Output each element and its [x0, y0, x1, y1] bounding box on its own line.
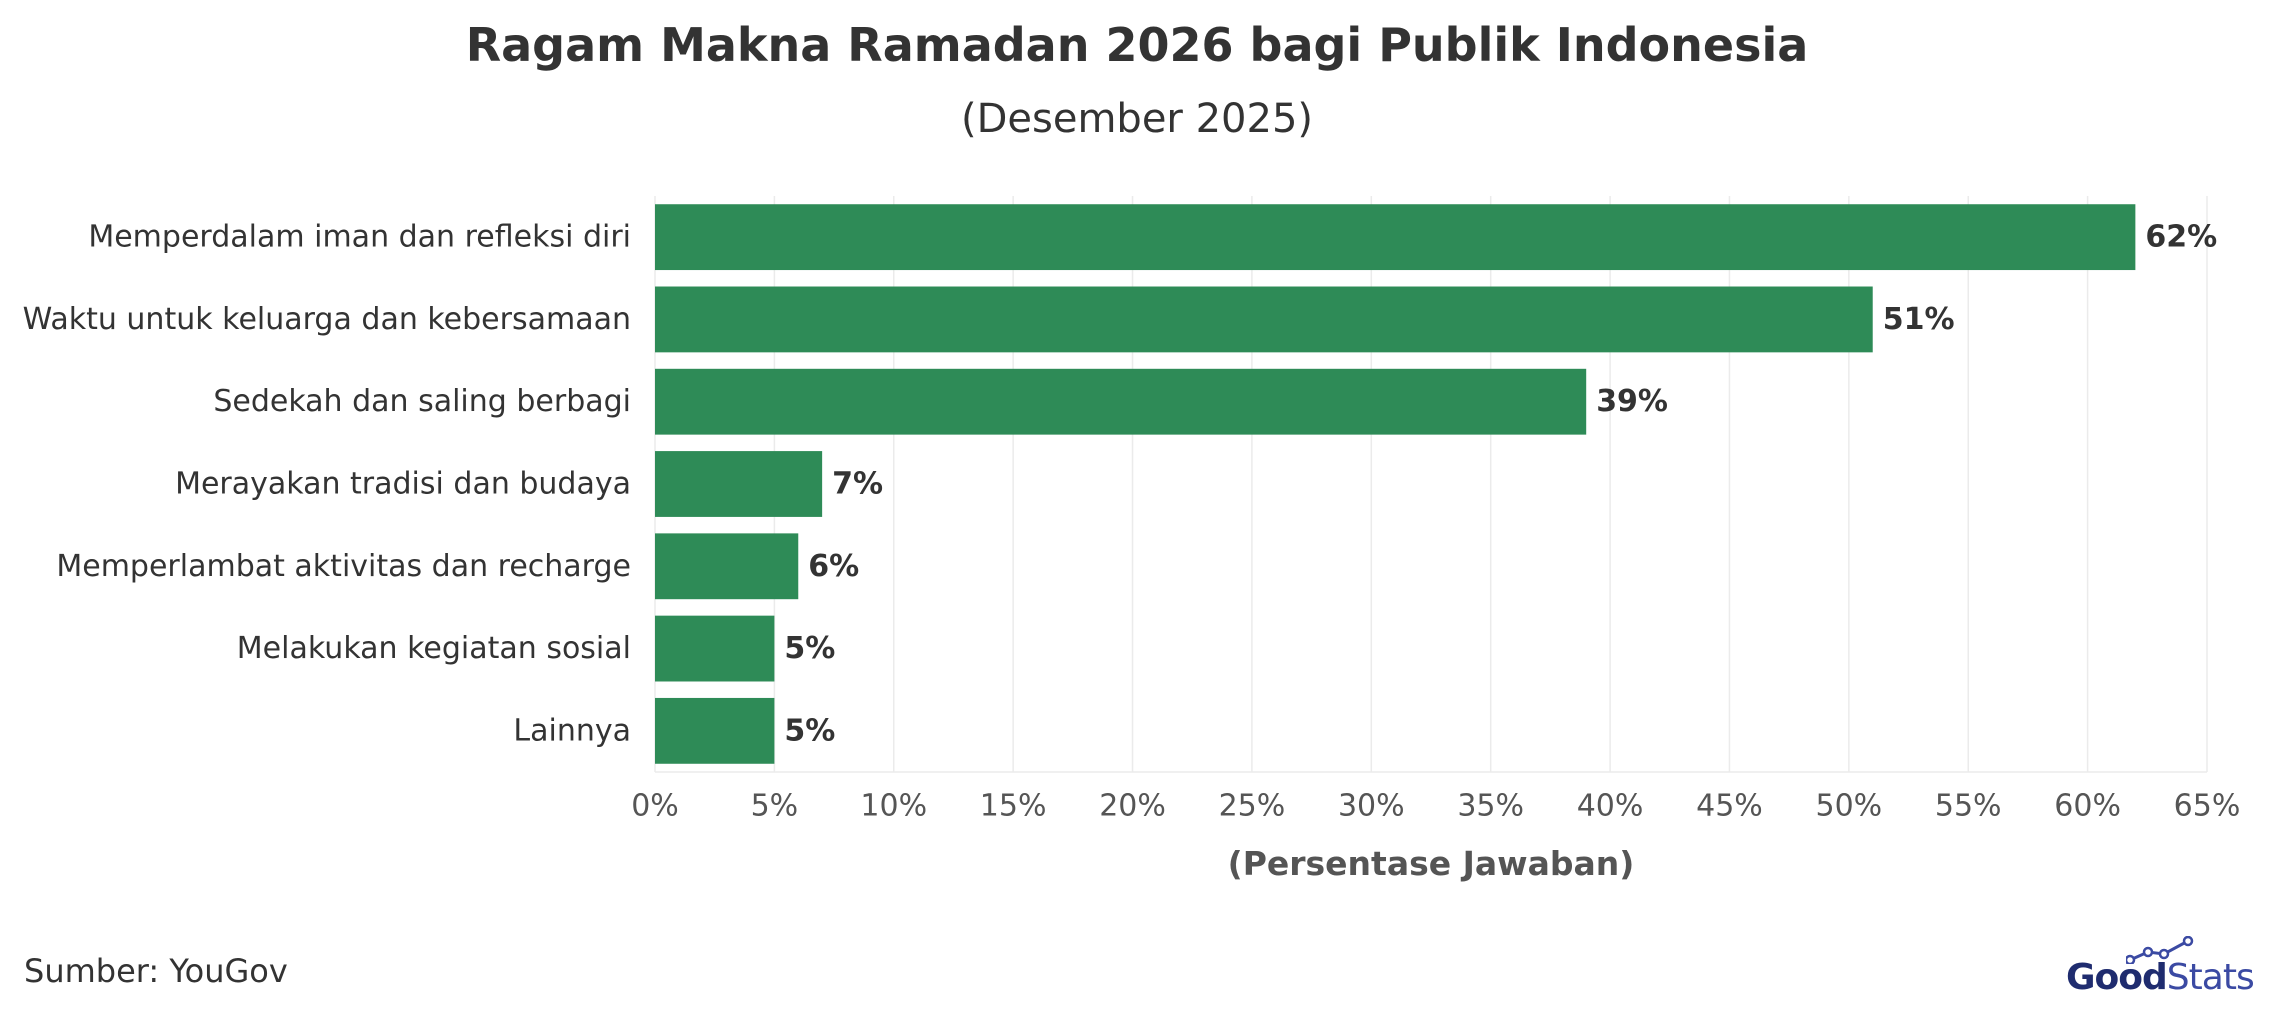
x-tick-label-12: 60% [2054, 789, 2121, 824]
bar-0 [655, 204, 2136, 271]
x-tick-label-8: 40% [1577, 789, 1644, 824]
source-note: Sumber: YouGov [24, 952, 288, 990]
category-label-1: Waktu untuk keluarga dan kebersamaan [23, 302, 631, 337]
x-tick-label-1: 5% [751, 789, 799, 824]
bars [655, 204, 2136, 764]
data-label-2: 39% [1596, 384, 1668, 419]
logo-text-good: Good [2066, 957, 2168, 998]
data-label-4: 6% [808, 549, 859, 584]
bar-3 [655, 451, 823, 517]
category-label-0: Memperdalam iman dan refleksi diri [88, 220, 631, 255]
bar-6 [655, 697, 775, 764]
x-tick-label-2: 10% [860, 789, 927, 824]
x-tick-label-10: 50% [1816, 789, 1883, 824]
bar-1 [655, 286, 1873, 353]
bar-4 [655, 533, 799, 600]
goodstats-logo: GoodStats [2066, 936, 2256, 998]
grid-lines [654, 196, 2208, 773]
data-label-0: 62% [2145, 220, 2217, 255]
logo-text-stats: Stats [2166, 957, 2255, 998]
x-tick-label-0: 0% [631, 789, 679, 824]
x-tick-label-9: 45% [1696, 789, 1763, 824]
logo-trend-icon [2126, 936, 2194, 964]
bar-5 [655, 615, 775, 682]
x-tick-label-6: 30% [1338, 789, 1405, 824]
data-label-5: 5% [784, 631, 835, 666]
x-tick-labels: 0% 5% 10% 15% 20% 25% 30% 35% 40% 45% 50% 55% 60% 65% [631, 789, 2240, 824]
x-tick-label-7: 35% [1457, 789, 1524, 824]
x-tick-label-11: 55% [1935, 789, 2002, 824]
category-label-6: Lainnya [513, 713, 631, 748]
chart-title: Ragam Makna Ramadan 2026 bagi Publik Ind… [465, 18, 1809, 72]
category-label-5: Melakukan kegiatan sosial [237, 631, 631, 666]
x-tick-label-3: 15% [980, 789, 1047, 824]
x-tick-label-4: 20% [1099, 789, 1166, 824]
x-tick-label-13: 65% [2174, 789, 2241, 824]
data-labels: 62% 51% 39% 7% 6% 5% 5% [784, 220, 2217, 749]
category-labels: Memperdalam iman dan refleksi diri Waktu … [23, 220, 631, 749]
bar-2 [655, 368, 1587, 435]
category-label-2: Sedekah dan saling berbagi [213, 384, 631, 419]
data-label-6: 5% [784, 713, 835, 748]
category-label-3: Merayakan tradisi dan budaya [175, 467, 631, 502]
chart-subtitle: (Desember 2025) [961, 96, 1313, 142]
data-label-3: 7% [832, 467, 883, 502]
category-label-4: Memperlambat aktivitas dan recharge [56, 549, 631, 584]
data-label-1: 51% [1883, 302, 1955, 337]
x-tick-label-5: 25% [1219, 789, 1286, 824]
x-axis-title: (Persentase Jawaban) [1227, 844, 1635, 883]
